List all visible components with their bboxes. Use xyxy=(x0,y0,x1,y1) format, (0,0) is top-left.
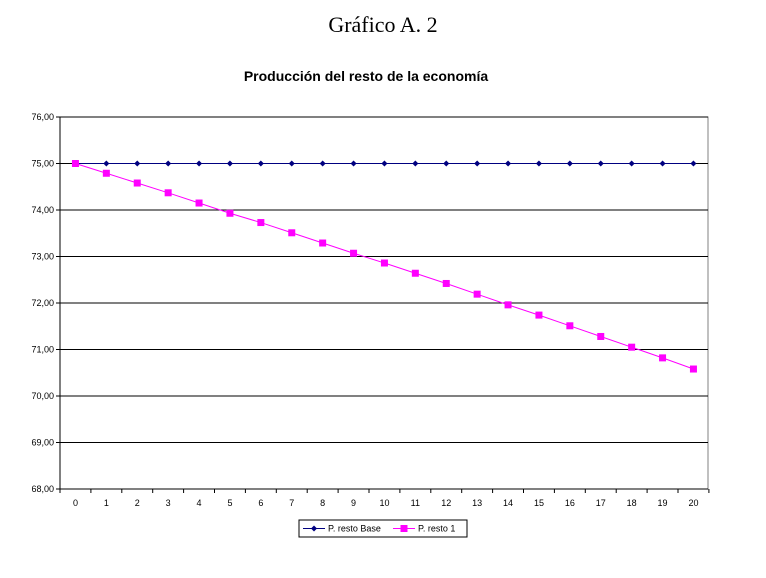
data-point xyxy=(134,160,141,167)
data-point xyxy=(103,160,110,167)
x-tick-label: 3 xyxy=(166,498,171,508)
x-tick-label: 9 xyxy=(351,498,356,508)
data-point xyxy=(71,160,79,167)
x-tick-label: 12 xyxy=(441,498,451,508)
legend-entry: P. resto Base xyxy=(303,524,381,534)
data-point xyxy=(319,239,327,247)
y-tick-label: 75,00 xyxy=(31,159,54,169)
x-tick-label: 20 xyxy=(688,498,698,508)
data-point xyxy=(566,160,573,167)
data-point xyxy=(257,160,264,167)
series-group xyxy=(71,160,697,373)
data-point xyxy=(226,209,234,217)
x-tick-label: 14 xyxy=(503,498,513,508)
legend: P. resto Base P. resto 1 xyxy=(298,519,468,538)
data-point xyxy=(350,160,357,167)
x-tick-label: 4 xyxy=(197,498,202,508)
data-point xyxy=(505,160,512,167)
data-point xyxy=(165,160,172,167)
data-point xyxy=(411,269,419,277)
series-p-resto-base xyxy=(72,160,697,167)
legend-label: P. resto Base xyxy=(328,524,381,534)
data-point xyxy=(288,229,296,237)
data-point xyxy=(535,311,543,319)
x-tick-label: 11 xyxy=(411,498,420,508)
data-point xyxy=(597,332,605,340)
series-p-resto-1 xyxy=(71,160,697,373)
data-point xyxy=(443,160,450,167)
x-tick-label: 15 xyxy=(534,498,544,508)
legend-entry: P. resto 1 xyxy=(393,524,455,534)
data-point xyxy=(690,160,697,167)
legend-marker xyxy=(311,525,317,532)
data-point xyxy=(628,160,635,167)
x-tick-label: 13 xyxy=(472,498,482,508)
x-tick-label: 0 xyxy=(73,498,78,508)
data-point xyxy=(473,290,481,298)
data-point xyxy=(350,249,358,257)
y-tick-label: 72,00 xyxy=(31,298,54,308)
data-point xyxy=(319,160,326,167)
legend-marker xyxy=(400,525,408,532)
data-point xyxy=(504,301,512,309)
x-tick-label: 8 xyxy=(320,498,325,508)
x-axis-ticks: 0 1 2 3 4 5 6 7 8 9 10 11 12 13 14 15 16 17 18 19 20 xyxy=(59,488,710,508)
x-tick-label: 2 xyxy=(135,498,140,508)
y-tick-label: 69,00 xyxy=(31,438,54,448)
x-tick-label: 6 xyxy=(258,498,263,508)
figure-heading: Gráfico A. 2 xyxy=(328,12,438,37)
x-tick-label: 10 xyxy=(379,498,389,508)
data-point xyxy=(380,259,388,267)
chart-title: Producción del resto de la economía xyxy=(243,68,489,84)
data-point xyxy=(195,199,203,207)
data-point xyxy=(288,160,295,167)
data-point xyxy=(566,322,574,330)
data-point xyxy=(226,160,233,167)
x-tick-label: 7 xyxy=(289,498,294,508)
data-point xyxy=(257,219,265,227)
data-point xyxy=(597,160,604,167)
data-point xyxy=(196,160,203,167)
x-tick-label: 5 xyxy=(227,498,232,508)
data-point xyxy=(659,160,666,167)
x-tick-label: 16 xyxy=(565,498,575,508)
y-axis-ticks: 68,00 69,00 70,00 71,00 72,00 73,00 74,00 75,00… xyxy=(31,112,61,494)
x-tick-label: 1 xyxy=(104,498,109,508)
y-tick-label: 73,00 xyxy=(31,252,54,262)
legend-box xyxy=(298,519,468,538)
x-tick-label: 19 xyxy=(658,498,668,508)
data-point xyxy=(689,365,697,373)
data-point xyxy=(628,343,636,351)
gridlines xyxy=(59,116,709,490)
y-tick-label: 70,00 xyxy=(31,391,54,401)
x-tick-label: 17 xyxy=(596,498,606,508)
data-point xyxy=(659,354,667,362)
data-point xyxy=(164,189,172,197)
y-tick-label: 74,00 xyxy=(31,205,54,215)
y-tick-label: 68,00 xyxy=(31,484,54,494)
data-point xyxy=(535,160,542,167)
y-tick-label: 76,00 xyxy=(31,112,54,122)
data-point xyxy=(102,169,110,177)
data-point xyxy=(133,179,141,187)
x-tick-label: 18 xyxy=(627,498,637,508)
data-point xyxy=(412,160,419,167)
data-point xyxy=(474,160,481,167)
y-tick-label: 71,00 xyxy=(31,345,54,355)
legend-label: P. resto 1 xyxy=(418,524,455,534)
data-point xyxy=(381,160,388,167)
data-point xyxy=(442,279,450,287)
